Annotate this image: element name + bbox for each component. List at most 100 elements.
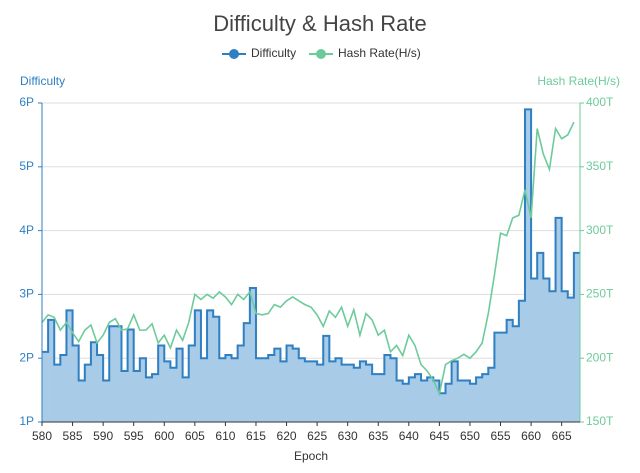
x-tick-label: 610 xyxy=(215,429,235,443)
difficulty-step xyxy=(170,367,177,422)
x-tick-label: 620 xyxy=(277,429,297,443)
x-tick-label: 665 xyxy=(552,429,572,443)
difficulty-step xyxy=(311,361,318,422)
legend-item: Difficulty xyxy=(222,46,296,60)
difficulty-step xyxy=(463,380,471,422)
difficulty-step xyxy=(366,364,373,422)
y2-tick-label: 250T xyxy=(586,287,614,301)
difficulty-step xyxy=(518,300,526,422)
difficulty-step xyxy=(207,310,214,422)
difficulty-step xyxy=(97,355,104,422)
difficulty-step xyxy=(109,326,116,422)
difficulty-step xyxy=(60,355,67,422)
difficulty-step xyxy=(219,358,226,422)
difficulty-step xyxy=(457,380,465,422)
difficulty-outline xyxy=(42,108,580,395)
difficulty-step xyxy=(139,358,147,422)
x-tick-label: 650 xyxy=(460,429,480,443)
difficulty-step xyxy=(103,380,110,422)
difficulty-step xyxy=(115,326,122,422)
difficulty-step xyxy=(262,358,269,422)
chart-title: Difficulty & Hash Rate xyxy=(213,11,427,36)
difficulty-step xyxy=(48,319,55,422)
x-tick-label: 585 xyxy=(63,429,83,443)
difficulty-step xyxy=(482,374,489,422)
x-tick-label: 640 xyxy=(399,429,419,443)
difficulty-step xyxy=(90,342,98,422)
x-tick-label: 590 xyxy=(93,429,113,443)
difficulty-step xyxy=(249,288,257,422)
difficulty-step xyxy=(372,374,379,422)
y-tick-label: 4P xyxy=(19,223,34,237)
difficulty-step xyxy=(427,377,434,422)
difficulty-step xyxy=(396,380,404,422)
x-tick-label: 595 xyxy=(124,429,144,443)
y2-axis-title: Hash Rate(H/s) xyxy=(537,74,620,88)
difficulty-step xyxy=(133,370,141,422)
difficulty-step xyxy=(378,374,385,422)
y2-tick-label: 350T xyxy=(586,159,614,173)
difficulty-step xyxy=(390,358,397,422)
difficulty-step xyxy=(182,377,190,422)
difficulty-step xyxy=(188,345,196,422)
difficulty-step xyxy=(237,345,245,422)
difficulty-step xyxy=(451,361,459,422)
difficulty-step xyxy=(231,358,238,422)
difficulty-step xyxy=(573,252,581,422)
x-tick-label: 655 xyxy=(491,429,511,443)
difficulty-step xyxy=(42,351,49,422)
x-axis-title: Epoch xyxy=(294,449,328,463)
difficulty-step xyxy=(84,364,92,422)
difficulty-step xyxy=(445,383,452,422)
legend-item: Hash Rate(H/s) xyxy=(309,46,421,60)
difficulty-step xyxy=(298,358,306,422)
difficulty-step xyxy=(421,380,428,422)
difficulty-step xyxy=(567,297,575,422)
legend-marker xyxy=(229,49,239,59)
difficulty-step xyxy=(72,345,79,422)
x-tick-label: 625 xyxy=(307,429,327,443)
y2-tick-label: 150T xyxy=(586,414,614,428)
difficulty-step xyxy=(506,319,514,422)
difficulty-step xyxy=(164,361,171,422)
y-tick-label: 2P xyxy=(19,350,34,364)
difficulty-step xyxy=(268,355,275,422)
difficulty-step xyxy=(145,377,153,422)
difficulty-step xyxy=(476,377,483,422)
difficulty-step xyxy=(353,367,361,422)
difficulty-step xyxy=(255,358,263,422)
difficulty-step xyxy=(213,316,220,422)
difficulty-step xyxy=(408,377,416,422)
difficulty-step xyxy=(549,291,556,422)
difficulty-step xyxy=(329,361,336,422)
difficulty-step xyxy=(152,374,159,422)
difficulty-step xyxy=(158,345,165,422)
difficulty-step xyxy=(317,364,324,422)
difficulty-step xyxy=(194,310,202,422)
difficulty-step xyxy=(341,364,348,422)
difficulty-step xyxy=(347,364,355,422)
difficulty-step xyxy=(561,291,569,422)
y2-tick-label: 400T xyxy=(586,95,614,109)
difficulty-step xyxy=(433,380,440,422)
legend-label: Hash Rate(H/s) xyxy=(338,46,421,60)
x-tick-label: 600 xyxy=(154,429,174,443)
difficulty-step xyxy=(384,355,391,422)
y2-tick-label: 200T xyxy=(586,350,614,364)
x-tick-label: 605 xyxy=(185,429,205,443)
difficulty-step xyxy=(243,323,251,422)
difficulty-step xyxy=(66,310,73,422)
difficulty-step xyxy=(531,278,538,422)
difficulty-step xyxy=(176,348,183,422)
difficulty-step xyxy=(469,383,477,422)
x-tick-label: 580 xyxy=(32,429,52,443)
legend-label: Difficulty xyxy=(251,46,296,60)
difficulty-step xyxy=(537,252,544,422)
difficulty-step xyxy=(402,383,410,422)
y-tick-label: 3P xyxy=(19,287,34,301)
difficulty-step xyxy=(274,348,281,422)
difficulty-step xyxy=(121,370,128,422)
difficulty-step xyxy=(286,345,293,422)
difficulty-step xyxy=(543,278,550,422)
difficulty-step xyxy=(323,335,330,422)
